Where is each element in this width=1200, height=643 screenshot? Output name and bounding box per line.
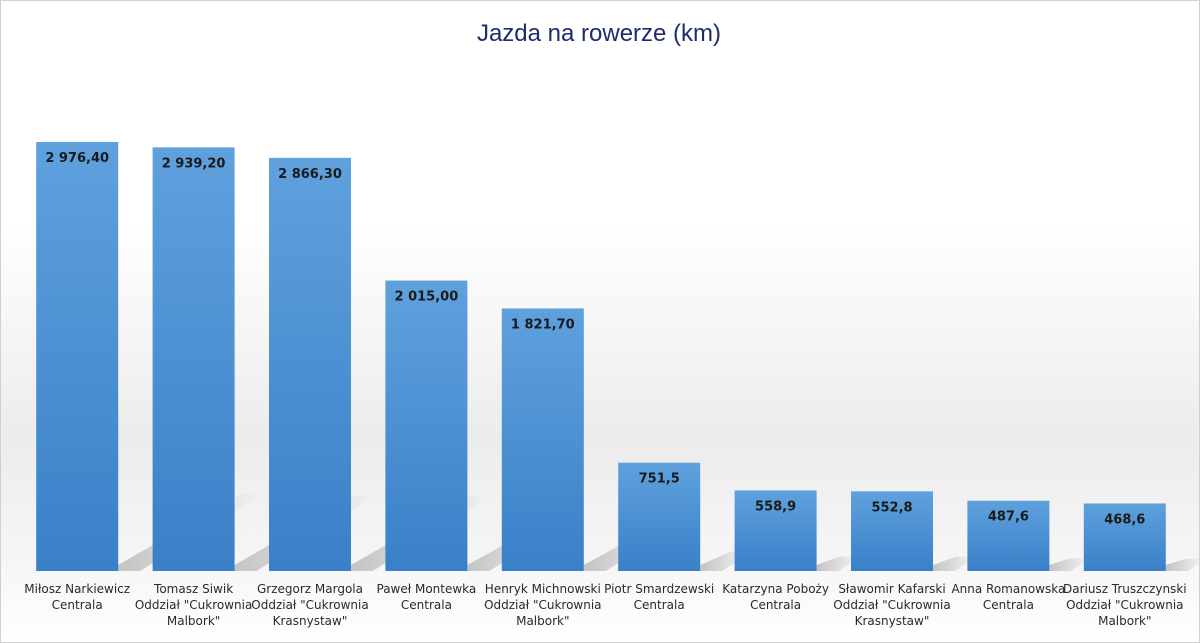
bar-value-label: 751,5	[639, 472, 680, 487]
category-label: Miłosz Narkiewicz Centrala	[24, 582, 130, 612]
bar	[618, 462, 701, 571]
category-label: Piotr Smardzewski Centrala	[604, 582, 714, 612]
bar-shadow	[1049, 558, 1090, 571]
bar-value-label: 2 866,30	[278, 167, 342, 182]
bar	[269, 157, 351, 571]
bar-shadow	[1165, 558, 1199, 571]
bar	[851, 491, 933, 571]
bar	[36, 142, 119, 571]
bar	[1083, 503, 1166, 571]
bar	[501, 308, 584, 571]
category-label: Anna Romanowska Centrala	[951, 582, 1065, 612]
bar-value-label: 2 015,00	[395, 290, 459, 305]
category-label: Paweł Montewka Centrala	[377, 582, 477, 612]
bar	[967, 500, 1050, 571]
bar-value-label: 2 939,20	[162, 156, 226, 171]
bar-layer	[36, 142, 1166, 571]
bar-value-label: 558,9	[755, 499, 796, 514]
value-label-layer: 2 976,40 2 939,20 2 866,30 2 015,00 1 821,70…	[45, 151, 1145, 527]
category-label: Katarzyna Poboży Centrala	[722, 582, 829, 612]
bar	[734, 490, 817, 571]
bar-value-label: 487,6	[988, 510, 1029, 525]
category-label: Tomasz Siwik Oddział "Cukrownia Malbork"	[135, 582, 252, 628]
bar-value-label: 2 976,40	[45, 151, 109, 166]
bar-shadow	[933, 556, 976, 571]
bar-value-label: 1 821,70	[511, 317, 575, 332]
bar	[385, 280, 468, 571]
bar	[152, 147, 235, 571]
category-label: Sławomir Kafarski Oddział "Cukrownia Krasn…	[833, 582, 950, 628]
category-label: Dariusz Truszczynski Oddział "Cukrownia Ma…	[1063, 582, 1187, 628]
category-label: Grzegorz Margola Oddział "Cukrownia Krasny…	[251, 582, 368, 628]
bar-shadow	[816, 556, 860, 571]
bar-value-label: 468,6	[1104, 512, 1145, 527]
bar-value-label: 552,8	[871, 500, 912, 515]
chart-title: Jazda na rowerze (km)	[477, 20, 721, 47]
category-label: Henryk Michnowski Oddział "Cukrownia Malbo…	[484, 582, 601, 628]
